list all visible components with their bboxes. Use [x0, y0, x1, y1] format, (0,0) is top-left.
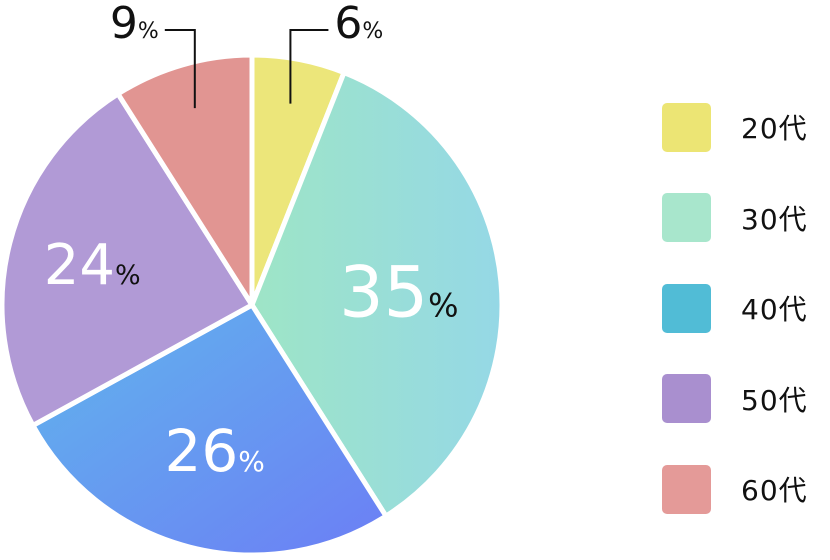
pie-slices	[0, 52, 505, 558]
pie-callouts: 6% 9%	[110, 0, 383, 109]
pie-slice-60s	[115, 52, 255, 308]
legend-item-50s: 50代	[662, 374, 822, 424]
legend-item-20s: 20代	[662, 102, 822, 152]
legend: 20代 30代 40代 50代 60代	[662, 102, 822, 555]
callout-label-60s: 9%	[110, 0, 159, 49]
legend-swatch-40s	[662, 283, 711, 333]
callout-line-20s	[289, 29, 329, 104]
legend-swatch-50s	[662, 374, 711, 423]
pie-slice-30s	[249, 70, 505, 519]
legend-swatch-30s	[662, 193, 711, 242]
legend-item-60s: 60代	[662, 464, 822, 514]
slice-label-40s: 26%	[164, 417, 264, 485]
legend-label-20s: 20代	[741, 112, 808, 145]
slice-label-50s: 24%	[44, 233, 141, 298]
callout-line-60s	[164, 29, 196, 109]
legend-swatch-20s	[662, 102, 711, 152]
legend-item-30s: 30代	[662, 193, 822, 243]
legend-label-60s: 60代	[741, 474, 808, 507]
pie-slice-50s	[0, 91, 255, 428]
legend-label-40s: 40代	[741, 293, 808, 326]
pie-slice-labels: 35% 26% 24%	[44, 233, 459, 485]
legend-label-30s: 30代	[741, 202, 808, 236]
legend-label-50s: 50代	[741, 383, 808, 417]
legend-item-40s: 40代	[662, 283, 822, 333]
legend-swatch-60s	[662, 464, 711, 514]
slice-label-30s: 35%	[339, 251, 458, 333]
callout-label-20s: 6%	[334, 0, 383, 49]
pie-slice-40s	[30, 302, 389, 558]
